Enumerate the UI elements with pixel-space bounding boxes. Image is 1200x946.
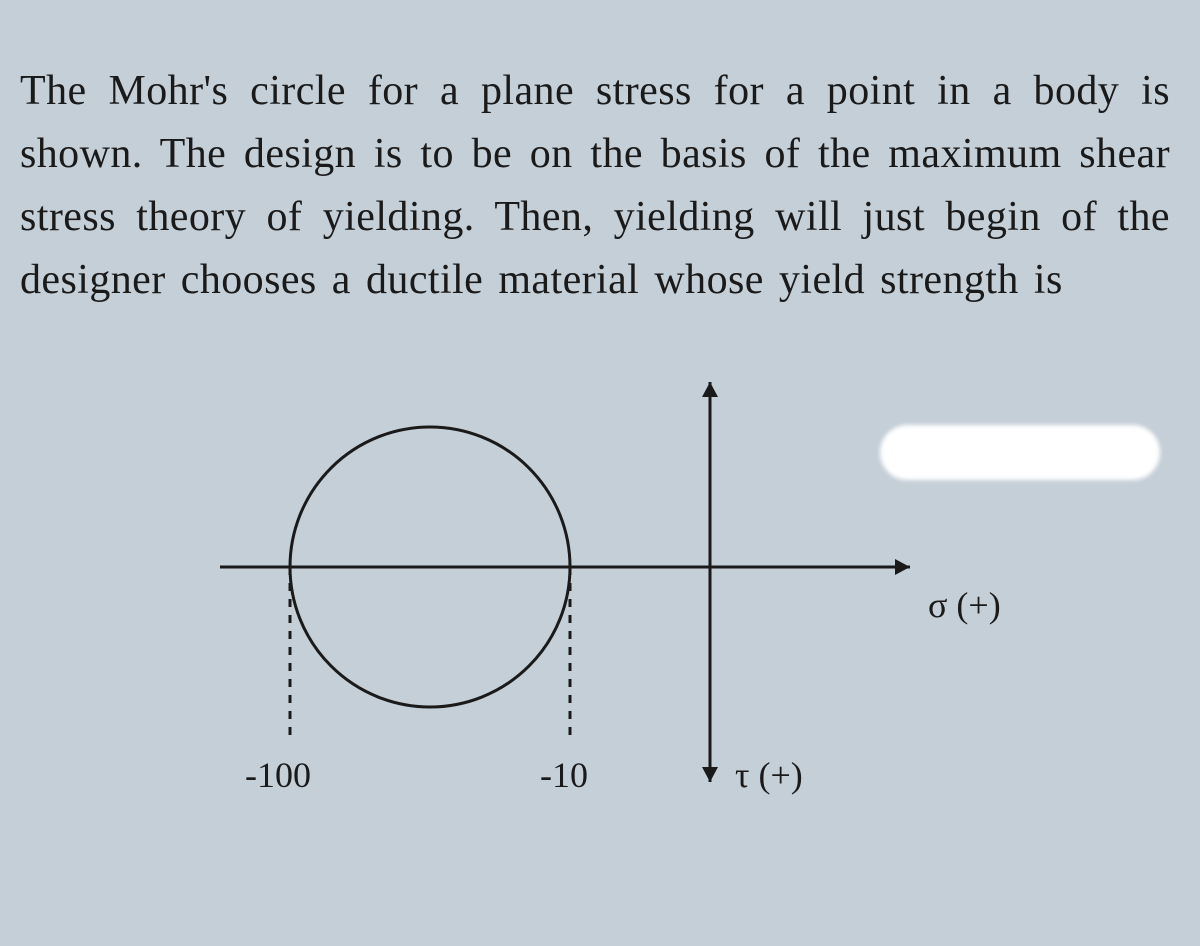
mohr-circle-diagram: σ (+) τ (+) -100 -10 [150, 342, 1050, 822]
tau-axis-label: τ (+) [735, 755, 803, 795]
sigma-arrow [895, 559, 910, 575]
tau-arrow-up [702, 382, 718, 397]
question-text: The Mohr's circle for a plane stress for… [20, 60, 1170, 312]
tick-label-10: -10 [540, 755, 588, 795]
tick-label-100: -100 [245, 755, 311, 795]
sigma-axis-label: σ (+) [928, 585, 1001, 625]
tau-arrow-down [702, 767, 718, 782]
diagram-svg: σ (+) τ (+) -100 -10 [150, 342, 1050, 822]
